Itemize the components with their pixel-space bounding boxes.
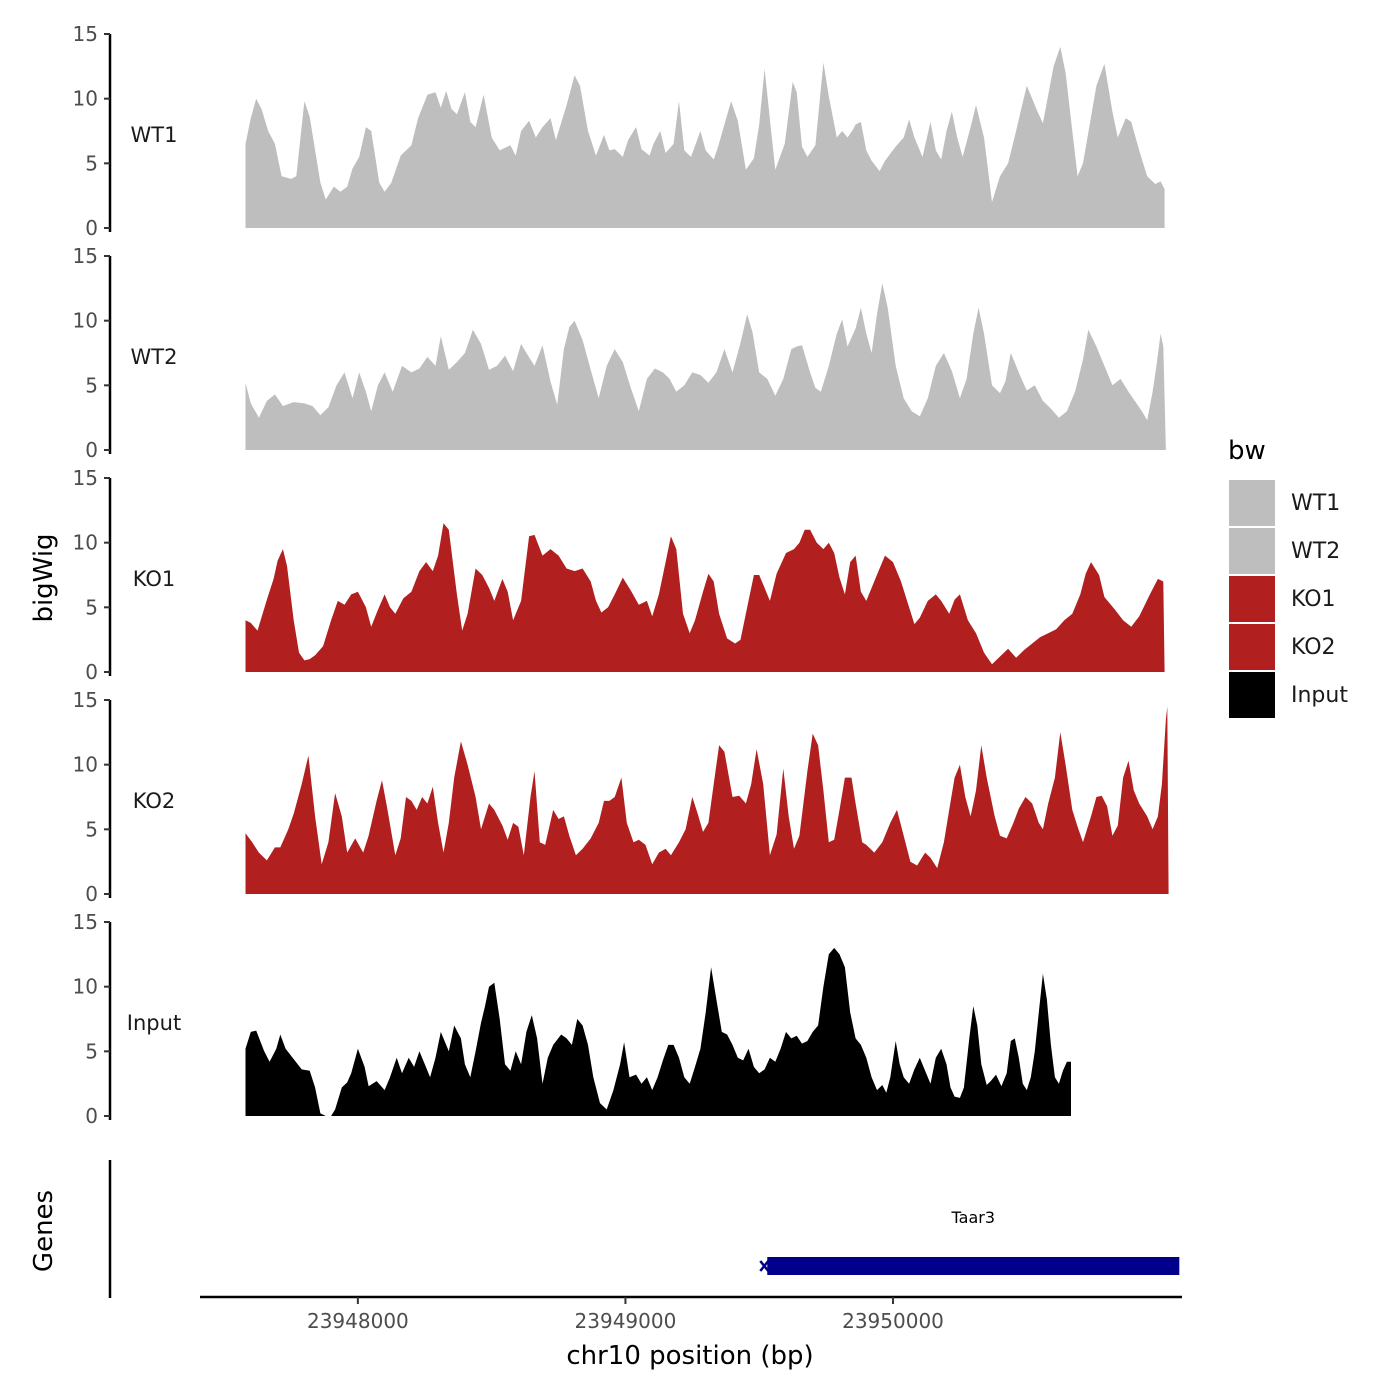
track-label: KO1	[133, 567, 176, 591]
x-tick-label: 23950000	[842, 1309, 944, 1333]
legend-item-ko2: KO2	[1229, 624, 1336, 670]
y-tick-label: 15	[73, 244, 98, 268]
y-axis-title: bigWig	[29, 533, 59, 622]
y-tick-label: 5	[85, 1039, 98, 1063]
track-label: KO2	[133, 789, 176, 813]
track-wt2: 0 5 10 15 WT2	[73, 244, 1166, 462]
legend-item-input: Input	[1229, 672, 1348, 718]
legend-swatch	[1229, 624, 1275, 670]
track-input: 0 5 10 15 Input	[73, 910, 1071, 1128]
area-ko1	[245, 523, 1165, 672]
x-axis-title: chr10 position (bp)	[566, 1341, 813, 1371]
legend-swatch	[1229, 528, 1275, 574]
y-tick-label: 0	[85, 660, 98, 684]
legend-swatch	[1229, 576, 1275, 622]
track-label: WT1	[131, 123, 178, 147]
gene-label: Taar3	[951, 1208, 996, 1227]
y-tick-label: 5	[85, 151, 98, 175]
area-wt1	[245, 46, 1165, 229]
track-label: WT2	[131, 345, 178, 369]
y-tick-label: 5	[85, 595, 98, 619]
y-tick-label: 10	[73, 87, 98, 111]
legend-label: WT2	[1291, 539, 1340, 564]
track-ko2: 0 5 10 15 KO2	[73, 688, 1169, 906]
y-tick-label: 10	[73, 753, 98, 777]
signal-tracks: 0 5 10 15 WT1 0 5 10 15 WT2 0 5 10 15 KO1 0 5 10 15 KO2 0 5 10…	[73, 22, 1169, 1128]
y-tick-label: 0	[85, 1104, 98, 1128]
y-tick-label: 0	[85, 438, 98, 462]
y-tick-label: 15	[73, 910, 98, 934]
gene-taar3: Taar3	[759, 1208, 1180, 1275]
gene-track: Taar3	[108, 1160, 1180, 1298]
y-tick-label: 15	[73, 466, 98, 490]
x-tick-label: 23948000	[307, 1309, 409, 1333]
y-tick-label: 5	[85, 373, 98, 397]
legend-label: KO1	[1291, 587, 1336, 612]
legend-swatch	[1229, 672, 1275, 718]
y-tick-label: 10	[73, 309, 98, 333]
legend-item-ko1: KO1	[1229, 576, 1336, 622]
gene-strand-marker	[759, 1260, 770, 1272]
legend: bw WT1 WT2 KO1 KO2 Input	[1228, 436, 1348, 718]
gene-track-title: Genes	[29, 1190, 59, 1272]
y-tick-label: 10	[73, 531, 98, 555]
y-tick-label: 15	[73, 688, 98, 712]
x-tick-label: 23949000	[575, 1309, 677, 1333]
area-ko2	[245, 706, 1169, 894]
x-axis: 23948000 23949000 23950000	[200, 1295, 1182, 1333]
legend-title: bw	[1228, 436, 1266, 466]
legend-item-wt2: WT2	[1229, 528, 1340, 574]
legend-swatch	[1229, 480, 1275, 526]
area-wt2	[245, 283, 1166, 450]
y-tick-label: 0	[85, 882, 98, 906]
track-label: Input	[127, 1011, 181, 1035]
legend-label: KO2	[1291, 635, 1336, 660]
legend-label: Input	[1291, 683, 1348, 708]
legend-item-wt1: WT1	[1229, 480, 1340, 526]
track-ko1: 0 5 10 15 KO1	[73, 466, 1165, 684]
y-tick-label: 0	[85, 216, 98, 240]
y-tick-label: 10	[73, 975, 98, 999]
area-input	[245, 947, 1071, 1116]
legend-label: WT1	[1291, 491, 1340, 516]
y-tick-label: 5	[85, 817, 98, 841]
gene-body	[767, 1257, 1180, 1275]
track-wt1: 0 5 10 15 WT1	[73, 22, 1165, 240]
y-tick-label: 15	[73, 22, 98, 46]
